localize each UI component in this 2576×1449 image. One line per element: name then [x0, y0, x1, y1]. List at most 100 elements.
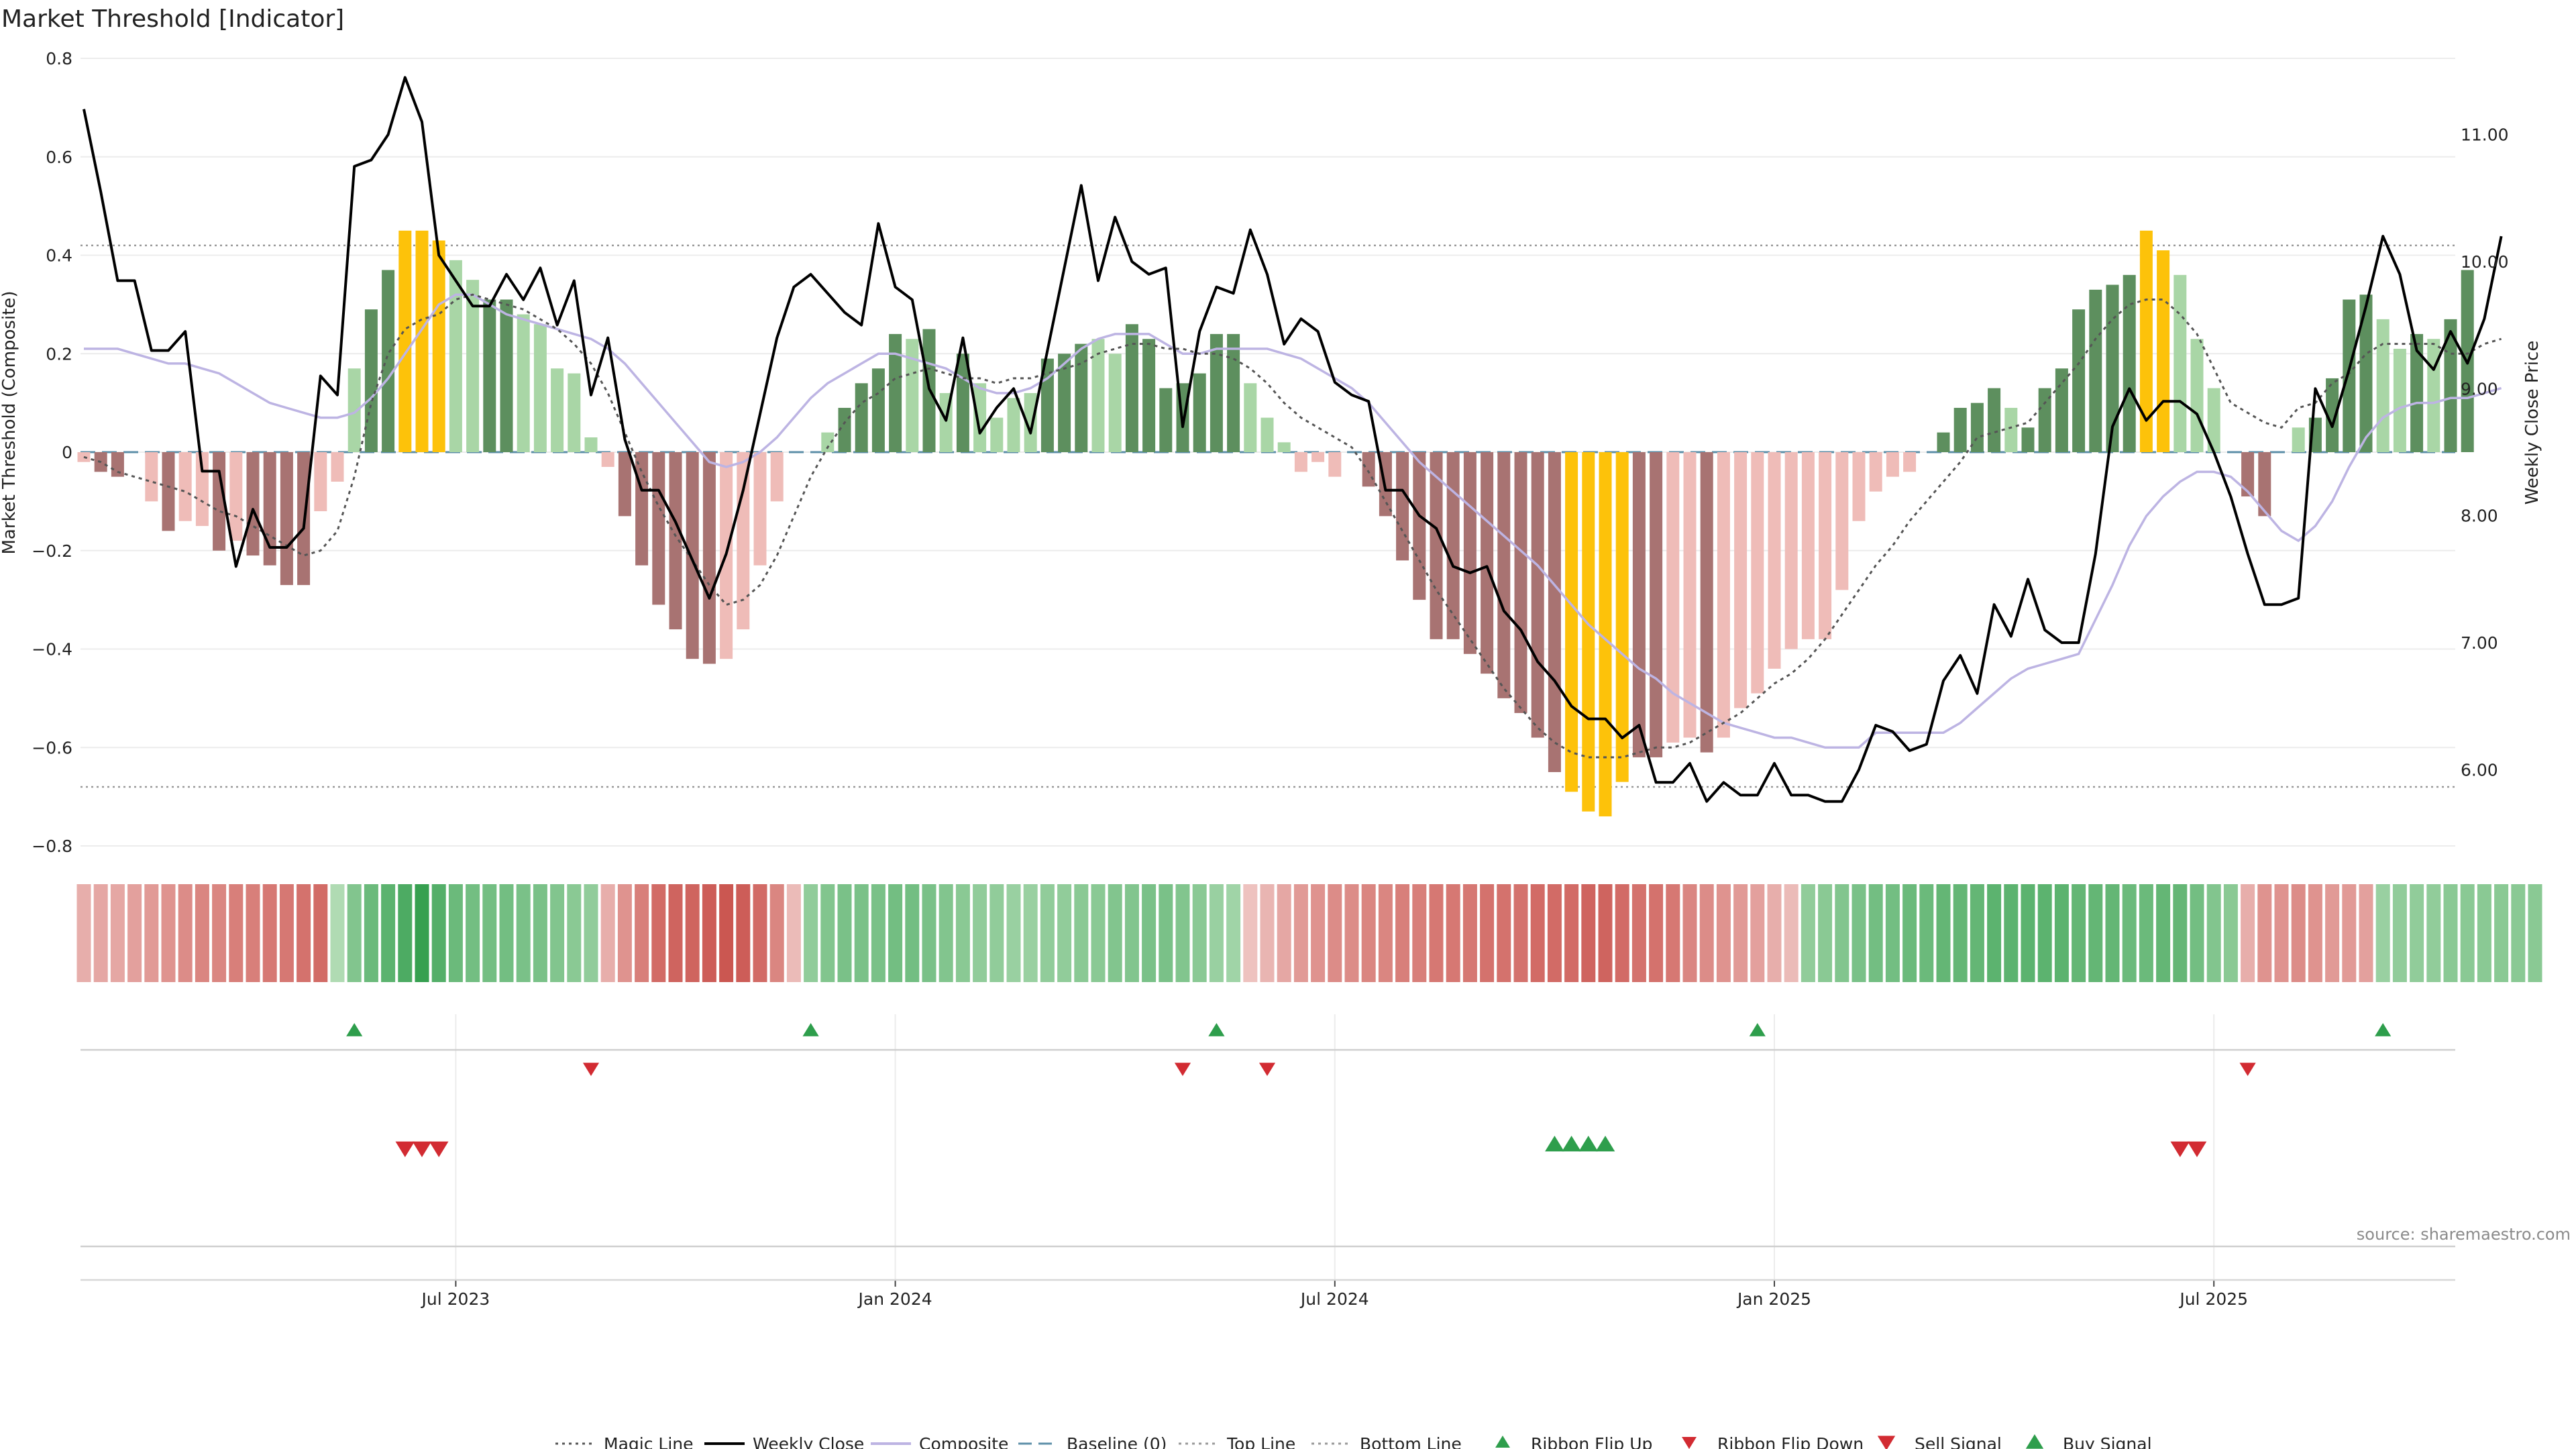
ribbon-cell	[1530, 884, 1545, 982]
composite-bar	[1362, 452, 1375, 487]
composite-bar	[2326, 378, 2339, 452]
x-tick-label: Jan 2025	[1736, 1289, 1811, 1309]
composite-bar	[1463, 452, 1477, 654]
legend: Magic Line Weekly Close Composite Baseline …	[555, 1434, 2152, 1449]
legend-label: Composite	[919, 1434, 1008, 1449]
composite-bar	[1937, 432, 1950, 452]
composite-bar	[1801, 452, 1815, 639]
composite-bar	[280, 452, 293, 586]
ribbon-cell	[973, 884, 987, 982]
ribbon-cell	[1091, 884, 1106, 982]
ribbon-cell	[1885, 884, 1900, 982]
ribbon-cell	[431, 884, 446, 982]
composite-bar	[855, 383, 868, 452]
y2-tick-label: 6.00	[2461, 760, 2498, 780]
ribbon-cell	[804, 884, 818, 982]
ribbon-cell	[1074, 884, 1089, 982]
ribbon-cell	[2206, 884, 2221, 982]
composite-bar	[1784, 452, 1798, 649]
ribbon-cell	[2528, 884, 2542, 982]
ribbon-cell	[1328, 884, 1342, 982]
ribbon-cell	[229, 884, 244, 982]
ribbon-cell	[2426, 884, 2441, 982]
ribbon-cell	[2139, 884, 2153, 982]
ribbon-cell	[1226, 884, 1241, 982]
magic-line	[83, 293, 2502, 759]
legend-swatch	[1495, 1436, 1510, 1448]
ribbon-cell	[93, 884, 108, 982]
composite-bar	[821, 432, 835, 452]
ribbon-cell	[1175, 884, 1190, 982]
ribbon-cell	[482, 884, 497, 982]
composite-bar	[906, 339, 919, 452]
composite-bar	[382, 270, 395, 452]
ribbon-flip-up-marker	[1208, 1023, 1225, 1036]
sell-signal-marker	[395, 1141, 415, 1157]
ribbon-cell	[279, 884, 294, 982]
legend-item: Composite	[871, 1434, 1008, 1449]
ribbon-cell	[668, 884, 683, 982]
ribbon-cell	[837, 884, 852, 982]
ribbon-cell	[1902, 884, 1917, 982]
legend-label: Top Line	[1226, 1434, 1295, 1449]
composite-bar	[1565, 452, 1578, 792]
composite-bar	[533, 324, 547, 452]
composite-bar	[2139, 230, 2153, 452]
ribbon-cell	[533, 884, 547, 982]
ribbon-cell	[1293, 884, 1308, 982]
ribbon-cell	[905, 884, 920, 982]
ribbon-cell	[1209, 884, 1224, 982]
ribbon-cell	[246, 884, 260, 982]
composite-bar	[145, 452, 158, 502]
legend-item: Buy Signal	[2025, 1434, 2152, 1449]
ribbon-cell	[1987, 884, 2002, 982]
ribbon-cell	[1818, 884, 1833, 982]
composite-bar	[1260, 417, 1274, 452]
legend-item: Weekly Close	[704, 1434, 864, 1449]
composite-bar	[1277, 442, 1291, 452]
composite-bar	[1007, 398, 1020, 452]
ribbon-cell	[347, 884, 362, 982]
ribbon-flip-up-marker	[346, 1023, 363, 1036]
composite-bar	[1599, 452, 1612, 816]
ribbon-cell	[516, 884, 531, 982]
ribbon-cell	[398, 884, 413, 982]
ribbon-cell	[466, 884, 480, 982]
ribbon-cell	[938, 884, 953, 982]
composite-bar	[1819, 452, 1832, 639]
composite-bar	[1514, 452, 1527, 713]
ribbon-cell	[736, 884, 751, 982]
ribbon-cell	[1260, 884, 1275, 982]
composite-bar	[770, 452, 784, 502]
ribbon-cell	[685, 884, 700, 982]
composite-bar	[1531, 452, 1544, 738]
ribbon-cell	[2342, 884, 2357, 982]
composite-bar	[1430, 452, 1443, 639]
composite-bar	[2241, 452, 2255, 497]
legend-label: Buy Signal	[2063, 1434, 2152, 1449]
ribbon-cell	[2375, 884, 2390, 982]
legend-swatch	[1682, 1437, 1697, 1449]
ribbon-cell	[262, 884, 277, 982]
legend-swatch	[2025, 1434, 2044, 1449]
ribbon-cell	[1851, 884, 1866, 982]
ribbon-cell	[2359, 884, 2373, 982]
ribbon-cell	[415, 884, 429, 982]
composite-bar	[178, 452, 192, 521]
ribbon-cell	[1631, 884, 1646, 982]
composite-bar	[1869, 452, 1882, 492]
ribbon-cell	[161, 884, 176, 982]
y-axis-label: Market Threshold (Composite)	[0, 290, 19, 554]
y-axis-left: 0.8 0.6 0.4 0.2 0 −0.2 −0.4 −0.6 −0.8	[32, 49, 72, 856]
composite-bar	[1328, 452, 1342, 477]
ribbon-cell	[2511, 884, 2526, 982]
composite-bar	[1683, 452, 1697, 738]
ribbon-cell	[600, 884, 615, 982]
ribbon-cell	[2122, 884, 2137, 982]
buy-signal-marker	[1595, 1136, 1615, 1152]
ribbon-cell	[1480, 884, 1495, 982]
ribbon-cell	[1784, 884, 1799, 982]
ribbon-cell	[1378, 884, 1393, 982]
composite-bar	[1058, 354, 1071, 452]
ribbon-cell	[2072, 884, 2086, 982]
